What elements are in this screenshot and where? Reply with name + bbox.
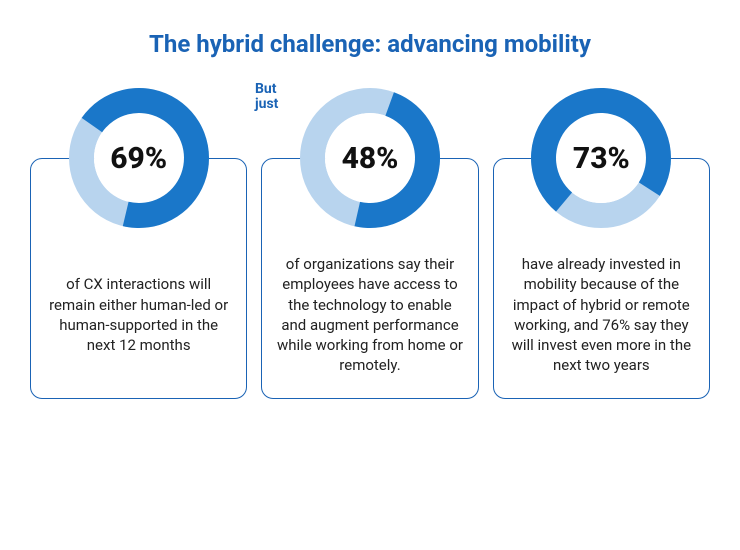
pct-label: 48% — [290, 78, 450, 238]
donut-chart: 73% — [521, 78, 681, 238]
stat-body-text: of CX interactions will remain either hu… — [45, 274, 232, 355]
stat-card: 69% of CX interactions will remain eithe… — [30, 78, 247, 399]
page-title: The hybrid challenge: advancing mobility — [30, 30, 710, 58]
donut-chart: 69% — [59, 78, 219, 238]
stats-row: 69% of CX interactions will remain eithe… — [30, 78, 710, 399]
stat-body-text: of organizations say their employees hav… — [276, 254, 463, 376]
pct-label: 73% — [521, 78, 681, 238]
stat-card: 73% have already invested in mobility be… — [493, 78, 710, 399]
donut-chart: 48% — [290, 78, 450, 238]
callout-but-just: Butjust — [255, 82, 278, 113]
stat-card: 48% of organizations say their employees… — [261, 78, 478, 399]
stat-body-text: have already invested in mobility becaus… — [508, 254, 695, 376]
pct-label: 69% — [59, 78, 219, 238]
